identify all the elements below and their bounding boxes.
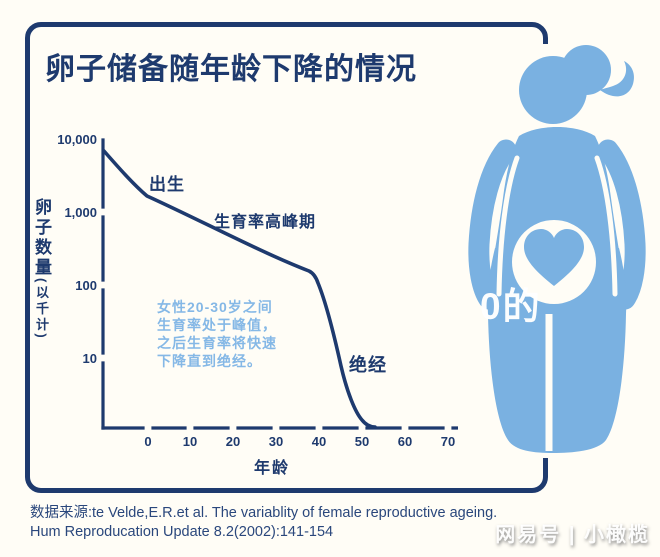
egg-reserve-curve: [102, 149, 377, 429]
y-tick-label: 100: [75, 278, 97, 293]
x-tick-label: 20: [225, 434, 241, 449]
watermark-bottom-right: 网易号 | 小橄榄: [495, 524, 650, 546]
y-axis-title-main: 卵子数量: [32, 198, 51, 278]
x-tick-label: 40: [311, 434, 327, 449]
annotation-birth: 出生: [149, 175, 185, 194]
x-tick-label: 50: [354, 434, 370, 449]
source-line-2: Hum Reproducation Update 8.2(2002):141-1…: [30, 524, 334, 541]
woman-skirt: [487, 248, 627, 453]
heart-icon: [524, 229, 584, 286]
arm-gap-left: [496, 155, 520, 297]
y-axis-title-unit: (以千计): [34, 278, 49, 341]
x-tick-label: 60: [397, 434, 413, 449]
woman-head: [519, 56, 587, 124]
y-tick-label: 10: [82, 351, 97, 366]
woman-left-arm: [468, 139, 517, 310]
x-tick-label: 30: [268, 434, 284, 449]
woman-hair-curl: [600, 61, 634, 97]
x-axis-title: 年龄: [253, 460, 291, 477]
note-line: 下降直到绝经。: [157, 353, 262, 369]
annotation-menopause: 绝经: [349, 355, 387, 375]
arm-gap-right: [594, 155, 618, 297]
x-tick-label: 70: [440, 434, 456, 449]
watermark-center-text: 0的: [480, 286, 542, 327]
y-tick-label: 1,000: [64, 205, 97, 220]
x-tick-label: 10: [182, 434, 198, 449]
fertility-note: 女性20-30岁之间 生育率处于峰值， 之后生育率将快速 下降直到绝经。: [157, 298, 277, 370]
note-line: 女性20-30岁之间: [157, 299, 273, 315]
woman-torso: [495, 127, 619, 250]
y-tick-label: 10,000: [57, 132, 97, 147]
page-title: 卵子储备随年龄下降的情况: [45, 53, 417, 86]
annotation-peak-fertility: 生育率高峰期: [214, 214, 317, 231]
note-line: 之后生育率将快速: [157, 335, 277, 351]
note-line: 生育率处于峰值，: [157, 317, 277, 333]
y-axis-title: 卵子数量(以千计): [32, 198, 51, 341]
source-line-1: 数据来源:te Velde,E.R.et al. The variablity …: [30, 505, 498, 521]
source-citation: 数据来源:te Velde,E.R.et al. The variablity …: [30, 504, 550, 542]
woman-right-arm: [597, 139, 646, 310]
x-tick-label: 0: [144, 434, 152, 449]
